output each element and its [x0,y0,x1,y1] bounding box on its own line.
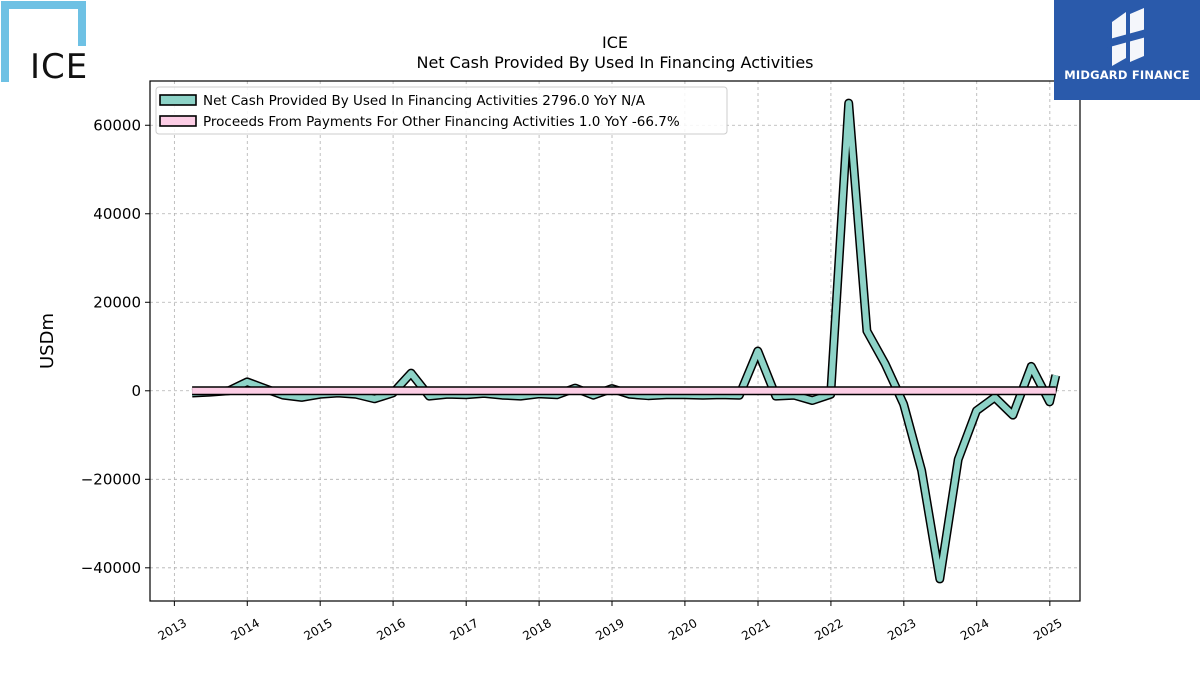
y-axis: 60000 40000 20000 0 −20000 −40000 [81,116,150,577]
x-tick-label: 2015 [301,616,334,643]
midgard-finance-name: MIDGARD FINANCE [1064,68,1190,82]
legend-swatch [159,94,197,106]
x-tick-label: 2021 [739,616,772,643]
y-axis-label: USDm [37,313,58,369]
legend-swatch [159,115,197,127]
series-0-line [191,100,1059,582]
ice-logo: ICE [0,0,100,90]
x-axis: 2013 2014 2015 2016 2017 2018 2019 2020 2021 2022… [156,601,1065,643]
grid-lines [150,81,1080,601]
y-tick-label: 20000 [93,293,141,311]
y-tick-label: 0 [131,382,141,400]
x-tick-label: 2017 [447,616,480,643]
legend-entry-label: Net Cash Provided By Used In Financing A… [203,93,646,109]
y-tick-label: −40000 [81,559,141,577]
x-tick-label: 2013 [156,616,189,643]
x-tick-label: 2016 [374,616,407,643]
y-tick-label: 40000 [93,205,141,223]
ice-logo-text: ICE [30,47,89,87]
ice-logo-bracket-icon [1,1,86,82]
legend-entry-label: Proceeds From Payments For Other Financi… [203,114,680,130]
chart-subtitle: Net Cash Provided By Used In Financing A… [416,53,813,72]
x-tick-label: 2014 [229,616,262,643]
x-tick-label: 2023 [885,616,918,643]
midgard-emblem-icon [1106,8,1150,66]
x-tick-label: 2025 [1031,616,1064,643]
plot-frame [149,80,1081,602]
series-layer [191,98,1061,584]
legend-box [155,86,728,135]
x-tick-label: 2022 [812,616,845,643]
x-tick-label: 2019 [593,616,626,643]
x-tick-label: 2024 [958,616,991,643]
chart-title: ICE [602,33,628,52]
legend: Net Cash Provided By Used In Financing A… [155,86,728,135]
y-tick-label: 60000 [93,116,141,134]
y-tick-label: −20000 [81,470,141,488]
midgard-finance-logo: MIDGARD FINANCE [1054,0,1200,100]
x-tick-label: 2020 [666,616,699,643]
x-tick-label: 2018 [520,616,553,643]
